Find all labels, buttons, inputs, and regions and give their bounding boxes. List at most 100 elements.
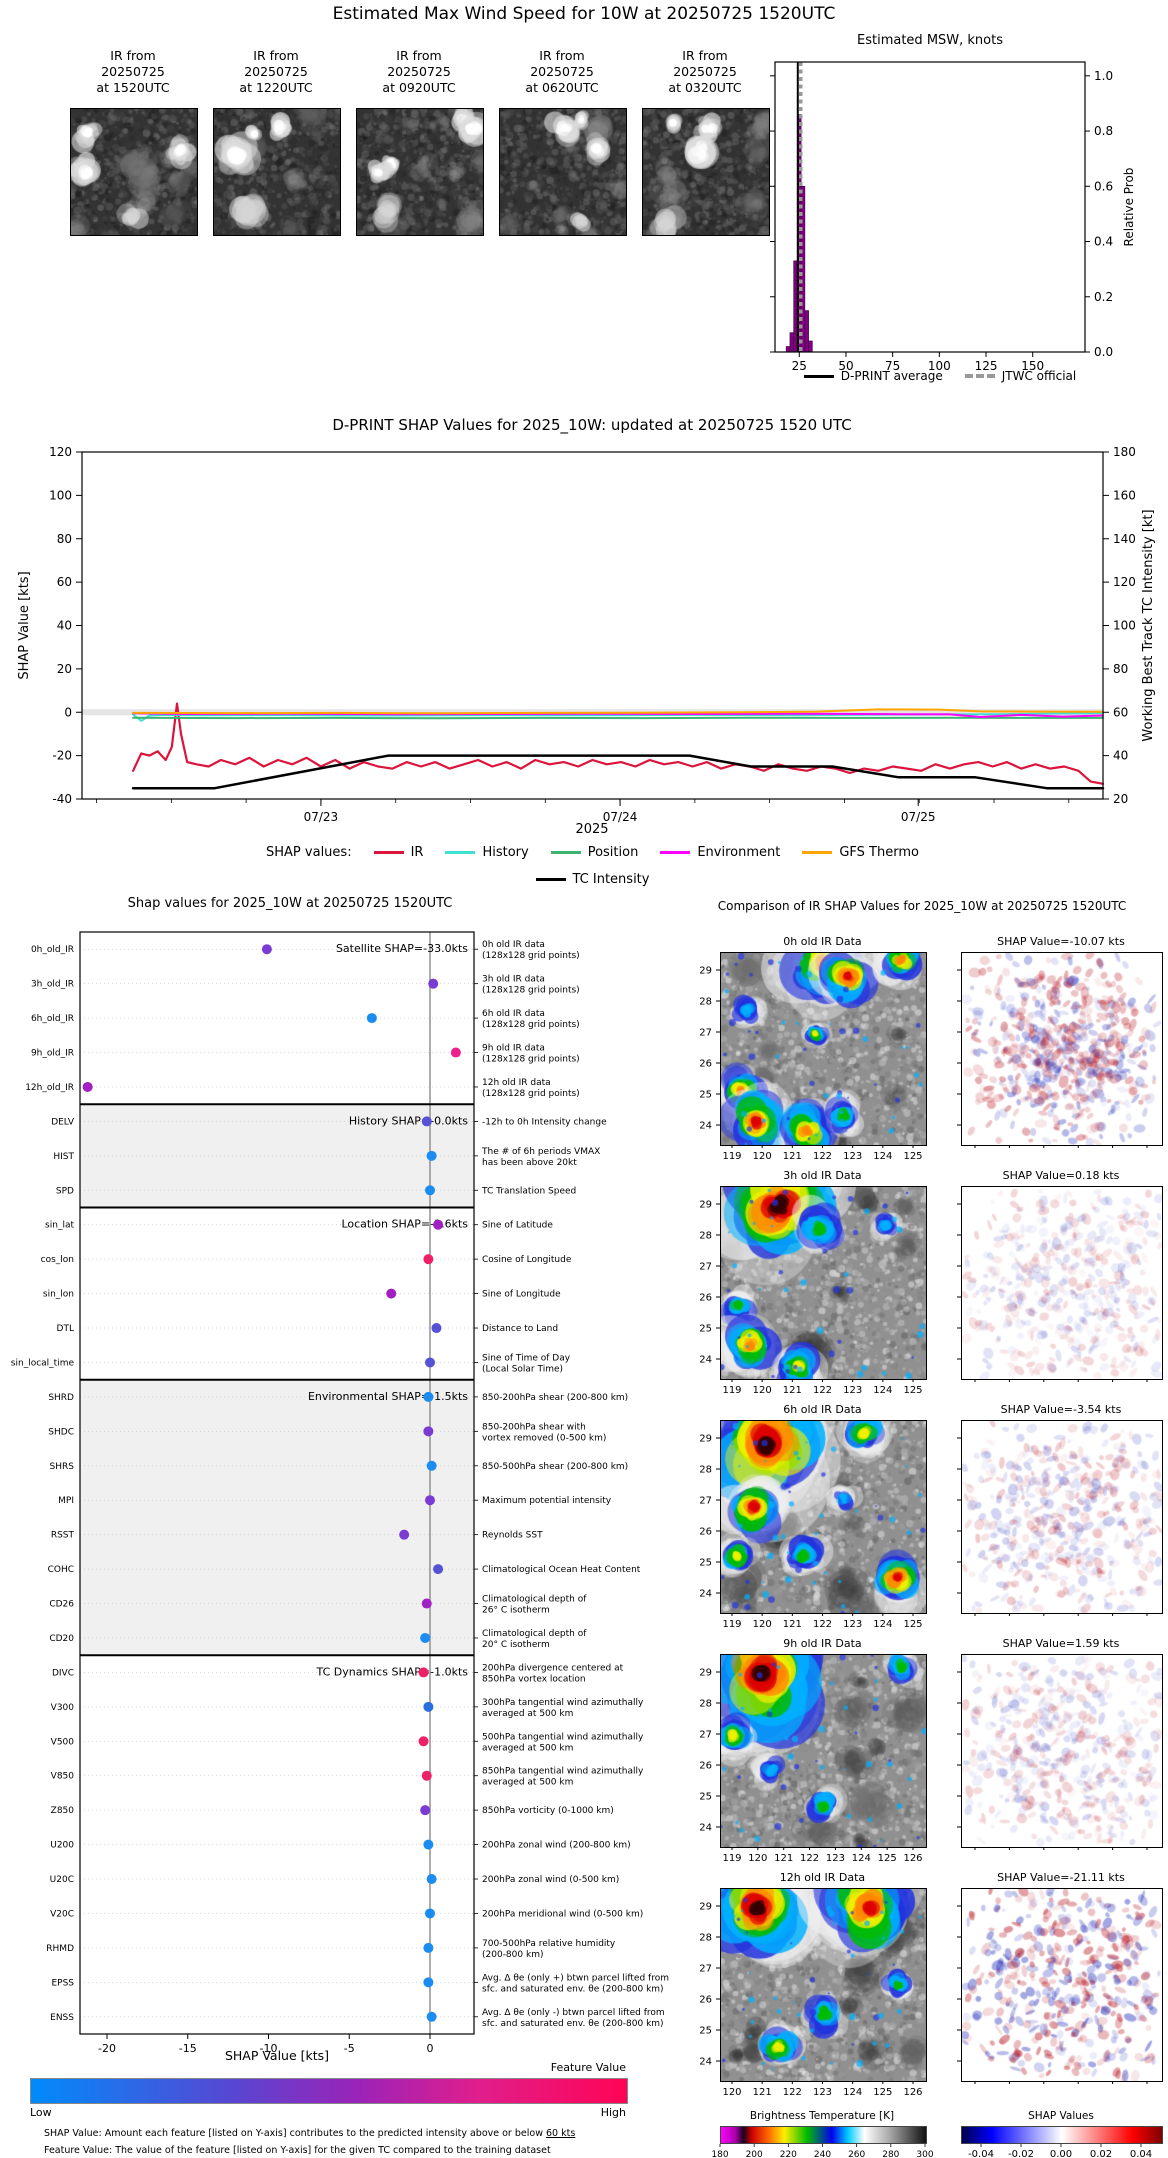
feature-dot xyxy=(423,1942,434,1953)
feature-description: Reynolds SST xyxy=(482,1531,543,1541)
axis-tick-label: 25 xyxy=(699,1558,712,1569)
feature-dot xyxy=(418,1736,429,1747)
feature-dot xyxy=(421,1598,432,1609)
feature-dot xyxy=(450,1047,461,1058)
axis-tick-label: 07/25 xyxy=(901,810,936,824)
legend-item: GFS Thermo xyxy=(802,845,919,860)
feature-description: Cosine of Longitude xyxy=(482,1255,572,1265)
ir-data-title: 3h old IR Data xyxy=(783,1169,861,1182)
axis-tick-label: 24 xyxy=(699,1589,712,1600)
feature-name: 9h_old_IR xyxy=(31,1049,74,1059)
feature-dot xyxy=(433,1219,444,1230)
footnote-underlined-value: 60 kts xyxy=(545,2128,576,2139)
axis-tick-label: 50 xyxy=(838,359,853,373)
feature-name: 3h_old_IR xyxy=(31,980,74,990)
axis-tick-label: -20 xyxy=(52,749,72,763)
legend-item: Position xyxy=(550,845,639,860)
feature-dot xyxy=(366,1013,377,1024)
feature-dot xyxy=(423,1977,434,1988)
shap-value-title: SHAP Value=0.18 kts xyxy=(1003,1169,1120,1182)
axis-tick-label: 27 xyxy=(699,1262,712,1273)
feature-value-colorbar xyxy=(30,2078,628,2104)
axis-tick-label: 29 xyxy=(699,1668,712,1679)
group-shap-label: Environmental SHAP=-1.5kts xyxy=(308,1390,468,1403)
feature-description: Maximum potential intensity xyxy=(482,1496,612,1506)
feature-description: averaged at 500 km xyxy=(482,1778,573,1788)
axis-tick-label: 124 xyxy=(873,1385,892,1396)
axis-tick-label: 75 xyxy=(885,359,900,373)
legend-swatch xyxy=(803,374,834,378)
legend-label: Position xyxy=(587,845,639,860)
series-position xyxy=(132,716,1104,720)
axis-tick-label: 121 xyxy=(783,1151,802,1162)
shap-plot-frame xyxy=(79,931,475,2035)
feature-description: 12h old IR data xyxy=(482,1078,551,1088)
ir-map-canvas xyxy=(720,952,927,1146)
axis-tick-label: 260 xyxy=(848,2150,865,2158)
histogram-bar xyxy=(804,310,809,353)
axis-tick-label: 150 xyxy=(1021,359,1044,373)
feature-name: U20C xyxy=(50,1875,74,1885)
shap-plot-title: Shap values for 2025_10W at 20250725 152… xyxy=(127,896,453,911)
axis-tick-label: 60 xyxy=(57,575,72,589)
feature-value-high-label: High xyxy=(600,2106,626,2119)
axis-tick-label: 25 xyxy=(699,1792,712,1803)
axis-tick-label: 122 xyxy=(800,1853,819,1864)
feature-dot xyxy=(261,944,272,955)
axis-tick-label: 123 xyxy=(843,1151,862,1162)
feature-name: DTL xyxy=(57,1324,74,1334)
legend-swatch xyxy=(535,878,566,881)
axis-tick-label: 24 xyxy=(699,1121,712,1132)
axis-tick-label: 126 xyxy=(903,1853,922,1864)
axis-tick-label: 124 xyxy=(873,1619,892,1630)
feature-name: SHRS xyxy=(50,1462,75,1472)
axis-tick-label: 25 xyxy=(792,359,807,373)
legend-label: IR xyxy=(410,845,424,860)
axis-tick-label: -10 xyxy=(260,2042,278,2055)
axis-tick-label: 125 xyxy=(975,359,998,373)
feature-name: V20C xyxy=(50,1909,74,1919)
feature-description: Sine of Latitude xyxy=(482,1221,553,1231)
shap-map-canvas xyxy=(961,1654,1163,1848)
ir-thumbnail-label: IR from 20250725 at 0620UTC xyxy=(525,48,599,95)
bt-colorbar-title: Brightness Temperature [K] xyxy=(749,2110,895,2122)
axis-tick-label: 119 xyxy=(722,1385,741,1396)
legend-item: TC Intensity xyxy=(535,872,649,887)
shap-value-title: SHAP Value=-3.54 kts xyxy=(1001,1403,1122,1416)
feature-description: (128x128 grid points) xyxy=(482,1055,580,1065)
axis-tick-label: 20 xyxy=(1113,792,1128,806)
feature-description: (Local Solar Time) xyxy=(482,1364,563,1374)
feature-name: COHC xyxy=(48,1565,74,1575)
axis-tick-label: 100 xyxy=(49,488,72,502)
feature-description: 850-200hPa shear with xyxy=(482,1422,586,1432)
brightness-temperature-colorbar xyxy=(720,2126,927,2144)
shap-map-canvas xyxy=(961,1888,1163,2082)
shap-value-title: SHAP Value=-21.11 kts xyxy=(997,1871,1125,1884)
axis-tick-label: 124 xyxy=(873,1151,892,1162)
axis-tick-label: 28 xyxy=(699,997,712,1008)
feature-dot xyxy=(423,1254,434,1265)
feature-dot xyxy=(423,1839,434,1850)
axis-tick-label: 180 xyxy=(1113,445,1136,459)
feature-dot xyxy=(420,1805,431,1816)
group-shap-label: History SHAP=-0.0kts xyxy=(349,1114,468,1127)
feature-description: 200hPa zonal wind (0-500 km) xyxy=(482,1875,619,1885)
feature-description: Climatological depth of xyxy=(482,1595,587,1605)
ir-data-title: 12h old IR Data xyxy=(780,1871,865,1884)
feature-dot xyxy=(423,1391,434,1402)
axis-tick-label: 80 xyxy=(57,532,72,546)
axis-tick-label: 120 xyxy=(1113,575,1136,589)
axis-tick-label: 124 xyxy=(852,1853,871,1864)
feature-name: sin_lon xyxy=(43,1290,74,1300)
feature-description: vortex removed (0-500 km) xyxy=(482,1433,606,1443)
axis-tick-label: 100 xyxy=(928,359,951,373)
group-shading xyxy=(80,1379,474,1656)
axis-tick-label: 124 xyxy=(843,2087,862,2098)
axis-tick-label: 120 xyxy=(753,1385,772,1396)
legend-swatch xyxy=(660,851,691,854)
axis-tick-label: 0.0 xyxy=(1094,345,1113,359)
feature-description: (128x128 grid points) xyxy=(482,1020,580,1030)
feature-name: sin_lat xyxy=(45,1221,74,1231)
feature-name: V850 xyxy=(51,1772,75,1782)
